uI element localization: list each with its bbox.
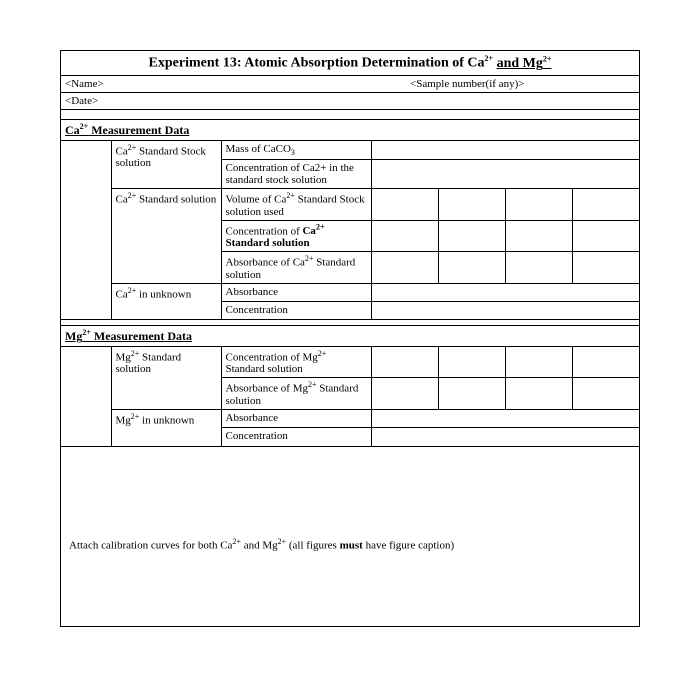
ca-stock-conc-value bbox=[371, 159, 639, 188]
mg-std-abs-cells bbox=[371, 378, 639, 410]
mg-std-conc-cells bbox=[371, 347, 639, 378]
ca-std-vol-cells bbox=[371, 188, 639, 220]
ca-std-abs-cells bbox=[371, 252, 639, 284]
mg-section-heading: Mg2+ Measurement Data bbox=[61, 326, 639, 347]
meta-row-2: <Date> bbox=[61, 93, 639, 110]
mg-unknown-label: Mg2+ in unknown bbox=[111, 410, 221, 446]
ca-unknown-conc-value bbox=[371, 301, 639, 319]
ca-std-abs-label: Absorbance of Ca2+ Standard solution bbox=[221, 252, 371, 284]
mg-std-conc-label: Concentration of Mg2+ Standard solution bbox=[221, 347, 371, 378]
name-field: <Name> bbox=[65, 78, 290, 90]
mg-table: Mg2+ Standard solution Concentration of … bbox=[61, 347, 639, 446]
ca-std-conc-label: Concentration of Ca2+ Standard solution bbox=[221, 220, 371, 252]
ca-std-conc-cells bbox=[371, 220, 639, 252]
meta-row-1: <Name> <Sample number(if any)> bbox=[61, 76, 639, 93]
mg-unknown-abs-label: Absorbance bbox=[221, 410, 371, 428]
ca-std-vol-label: Volume of Ca2+ Standard Stock solution u… bbox=[221, 188, 371, 220]
worksheet: Experiment 13: Atomic Absorption Determi… bbox=[60, 50, 640, 627]
mg-unknown-conc-label: Concentration bbox=[221, 428, 371, 446]
ca-unknown-abs-label: Absorbance bbox=[221, 283, 371, 301]
ca-unknown-label: Ca2+ in unknown bbox=[111, 283, 221, 319]
ca-unknown-conc-label: Concentration bbox=[221, 301, 371, 319]
ca-section-heading: Ca2+ Measurement Data bbox=[61, 120, 639, 141]
ca-stock-mass-value bbox=[371, 141, 639, 160]
spacer-1 bbox=[61, 110, 639, 120]
ca-stock-conc-label: Concentration of Ca2+ in the standard st… bbox=[221, 159, 371, 188]
ca-stock-label: Ca2+ Standard Stock solution bbox=[111, 141, 221, 189]
date-field: <Date> bbox=[65, 95, 635, 107]
calibration-note: Attach calibration curves for both Ca2+ … bbox=[61, 446, 639, 626]
mg-indent bbox=[61, 347, 111, 446]
ca-stock-mass-label: Mass of CaCO3 bbox=[221, 141, 371, 160]
experiment-title: Experiment 13: Atomic Absorption Determi… bbox=[61, 51, 639, 76]
ca-unknown-abs-value bbox=[371, 283, 639, 301]
mg-std-label: Mg2+ Standard solution bbox=[111, 347, 221, 410]
sample-number-field: <Sample number(if any)> bbox=[290, 78, 635, 90]
ca-std-label: Ca2+ Standard solution bbox=[111, 188, 221, 283]
mg-unknown-conc-value bbox=[371, 428, 639, 446]
ca-table: Ca2+ Standard Stock solution Mass of CaC… bbox=[61, 141, 639, 320]
ca-indent bbox=[61, 141, 111, 320]
mg-unknown-abs-value bbox=[371, 410, 639, 428]
mg-std-abs-label: Absorbance of Mg2+ Standard solution bbox=[221, 378, 371, 410]
